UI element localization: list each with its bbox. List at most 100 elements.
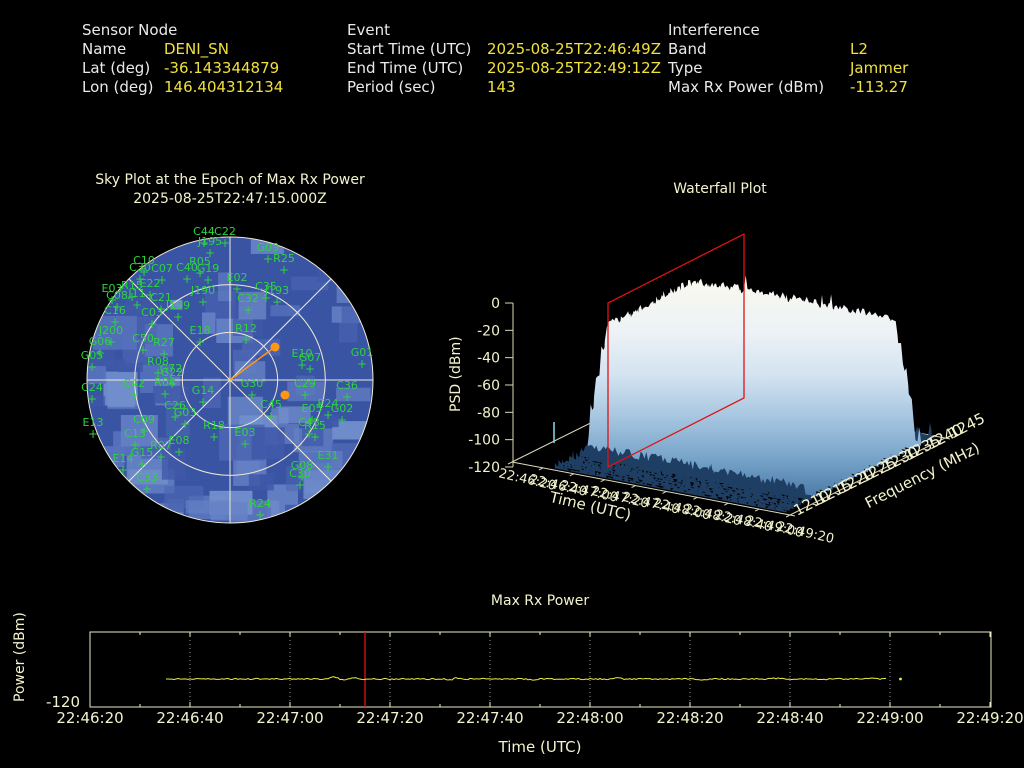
satellite-marker: +	[147, 317, 157, 331]
satellite-marker: +	[139, 424, 149, 438]
time-tick	[723, 502, 729, 506]
satellite-marker: +	[142, 482, 152, 496]
freq-tick	[812, 503, 818, 506]
satellite-marker: +	[310, 430, 320, 444]
time-tick	[631, 485, 636, 489]
time-tick	[538, 467, 544, 471]
satellite-marker: +	[243, 303, 253, 317]
period-label: Period (sec)	[347, 78, 436, 96]
satellite-label: C40	[176, 261, 198, 274]
sky-patch	[107, 379, 135, 408]
satellite-label: C21	[150, 291, 172, 304]
satellite-label: R07	[150, 439, 172, 452]
satellite-label: C08	[106, 289, 128, 302]
satellite-label: C42	[123, 377, 145, 390]
satellite-marker: +	[132, 298, 142, 312]
satellite-label: C50	[132, 332, 154, 345]
satellite-marker: +	[106, 335, 116, 349]
sky-patch	[286, 466, 301, 492]
satellite-label: C45	[260, 398, 282, 411]
freq-tick	[856, 481, 862, 484]
time-axis	[511, 461, 791, 516]
satellite-marker: +	[167, 377, 177, 391]
satellite-marker: +	[232, 282, 242, 296]
sky-patch	[87, 240, 113, 270]
satellite-label: C26	[164, 399, 186, 412]
satellite-label: G06	[89, 335, 112, 348]
satellite-marker: +	[182, 272, 192, 286]
satellite-marker: +	[129, 388, 139, 402]
satellite-marker: +	[139, 265, 149, 279]
epoch-marker	[280, 390, 290, 400]
surface-slice	[583, 401, 815, 499]
sky-patch	[248, 473, 274, 491]
sky-patch	[161, 449, 186, 480]
sky-plot-title: Sky Plot at the Epoch of Max Rx Power	[95, 172, 365, 188]
satellite-marker: +	[127, 290, 137, 304]
max-rx-power-value: -113.27	[850, 78, 908, 96]
satellite-marker: +	[220, 236, 230, 250]
satellite-marker: +	[107, 293, 117, 307]
satellite-label: C44	[193, 225, 215, 238]
satellite-marker: +	[255, 508, 265, 522]
satellite-label: E08	[169, 434, 190, 447]
x-tick-label: 22:48:00	[556, 709, 623, 727]
sky-patch	[341, 306, 359, 324]
satellite-label: R12	[235, 322, 257, 335]
sky-patch	[87, 365, 107, 384]
satellite-label: R15	[121, 279, 143, 292]
satellite-label: E24	[318, 397, 339, 410]
sky-plot-subtitle: 2025-08-25T22:47:15.000Z	[133, 191, 327, 207]
sky-patch	[251, 427, 285, 460]
sky-patch	[317, 248, 337, 282]
psd-tick-label: -60	[477, 378, 500, 394]
satellite-label: G15	[131, 446, 154, 459]
satellite-marker: +	[195, 266, 205, 280]
max-rx-power-label: Max Rx Power (dBm)	[668, 78, 825, 96]
sky-patch	[327, 237, 365, 260]
satellite-marker: +	[153, 366, 163, 380]
freq-tick-label: 1245	[946, 409, 988, 442]
satellite-marker: +	[342, 390, 352, 404]
x-tick-label: 22:49:20	[956, 709, 1023, 727]
satellite-label: C43	[298, 416, 320, 429]
satellite-marker: +	[87, 392, 97, 406]
time-tick	[507, 461, 513, 465]
satellite-marker: +	[130, 438, 140, 452]
psd-tick-label: -40	[477, 351, 500, 367]
satellite-label: G03	[174, 406, 197, 419]
sky-patch	[271, 408, 289, 425]
sky-patch	[202, 312, 216, 334]
surface-slice	[554, 462, 787, 513]
sky-patch	[314, 238, 333, 258]
satellite-label: G72	[160, 362, 183, 375]
time-tick-label: 22:49:20	[775, 519, 835, 547]
sky-patch	[336, 273, 363, 303]
satellite-label: E31	[318, 449, 339, 462]
lat-value: -36.143344879	[164, 59, 280, 77]
satellite-marker: +	[156, 302, 166, 316]
sky-patch	[125, 297, 153, 320]
sky-patch	[302, 423, 324, 447]
epoch-line	[229, 346, 276, 381]
satellite-marker: +	[247, 388, 257, 402]
surface-slice	[561, 450, 794, 509]
satellite-marker: +	[156, 450, 166, 464]
x-tick-label: 22:48:20	[656, 709, 723, 727]
psd-tick-label: -100	[468, 433, 500, 449]
freq-tick	[900, 459, 906, 462]
satellite-marker: +	[241, 333, 251, 347]
sensor-node-title: Sensor Node	[82, 21, 178, 39]
waterfall-plot: 0-20-40-60-80-100-12022:46:2022:46:4022:…	[468, 232, 988, 547]
satellite-marker: +	[337, 413, 347, 427]
satellite-label: C24	[81, 381, 103, 394]
sky-patch	[120, 415, 158, 447]
sky-patch	[87, 396, 106, 407]
name-label: Name	[82, 40, 127, 58]
lon-label: Lon (deg)	[82, 78, 154, 96]
satellite-label: G19	[197, 262, 220, 275]
satellite-label: E03	[235, 426, 256, 439]
type-label: Type	[668, 59, 703, 77]
satellite-label: G22	[161, 366, 184, 379]
